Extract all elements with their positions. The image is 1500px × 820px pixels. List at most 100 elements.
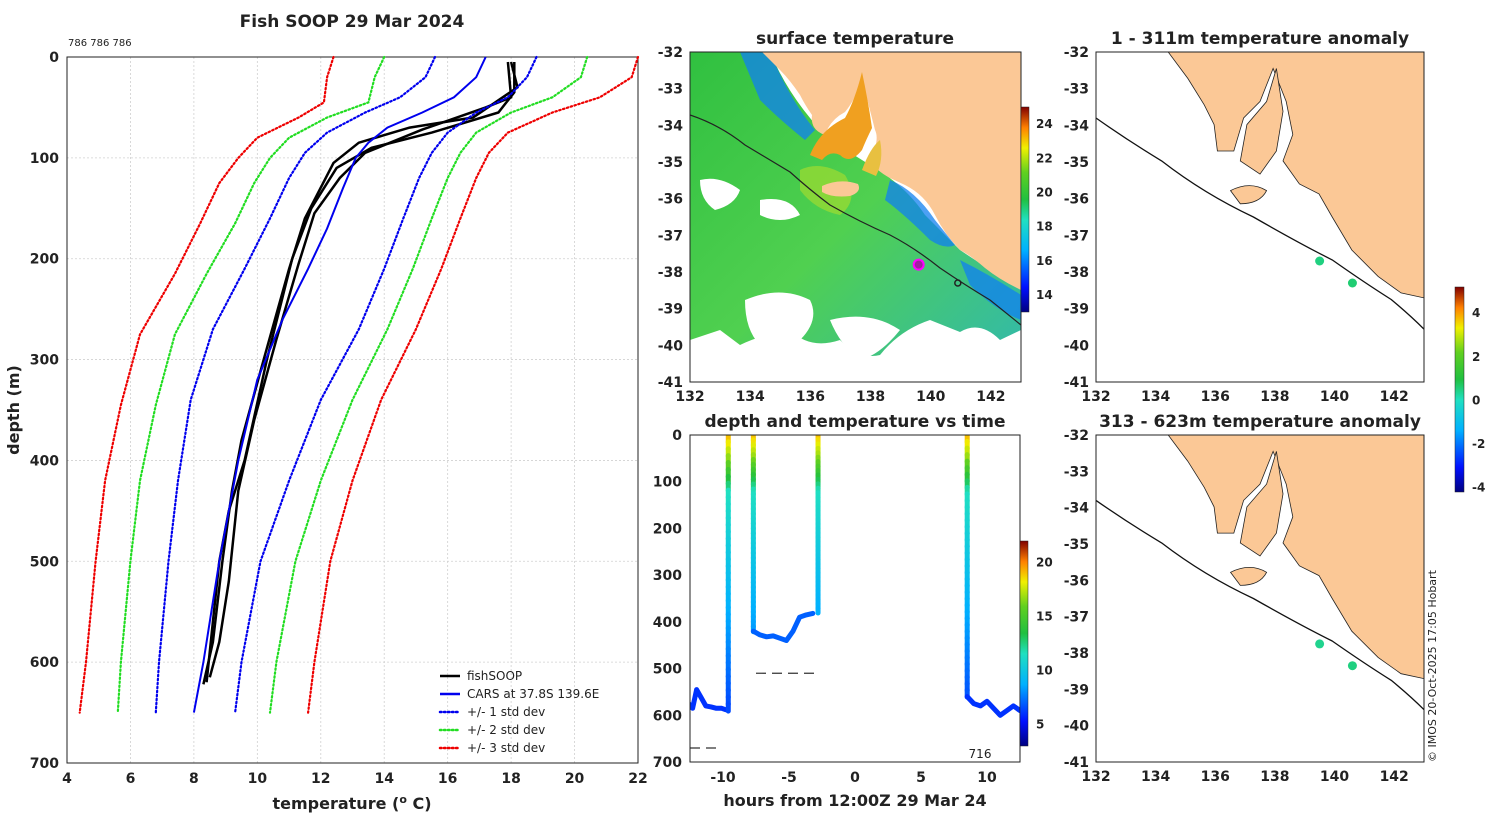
profile-xtick-label: 8 — [189, 771, 199, 787]
profile-ytick-label: 600 — [30, 655, 59, 671]
depth-track-segment — [690, 687, 729, 713]
profile-xtick-label: 16 — [438, 771, 457, 787]
fishsoop-profile-line — [202, 61, 519, 685]
legend-label: +/- 3 std dev — [467, 741, 545, 755]
anomaly-shallow-land — [1167, 52, 1424, 299]
anomaly-deep-xtick-label: 138 — [1260, 769, 1289, 785]
profile-chart: Fish SOOP 29 Mar 2024 786 786 786 4 6 8 10 1… — [4, 12, 648, 813]
anomaly-deep-title: 313 - 623m temperature anomaly — [1099, 412, 1421, 432]
profile-xtick-label: 10 — [248, 771, 268, 787]
profile-xtick-label: 20 — [565, 771, 585, 787]
anomaly-shallow-xtick-label: 138 — [1260, 389, 1289, 405]
profile-ylabel: depth (m) — [4, 365, 23, 455]
sst-map-title: surface temperature — [756, 29, 954, 49]
profile-ytick-label: 400 — [30, 453, 59, 469]
sst-colorbar-tick: 22 — [1036, 151, 1053, 165]
depth-time-colorbar-tick: 15 — [1036, 610, 1053, 624]
sst-ytick-label: -32 — [658, 45, 683, 61]
anomaly-colorbar-tick: -4 — [1472, 481, 1485, 495]
anomaly-colorbar-tick: 4 — [1472, 306, 1480, 320]
depth-time-xlabel: hours from 12:00Z 29 Mar 24 — [723, 791, 986, 810]
anomaly-shallow-ytick-label: -40 — [1064, 338, 1090, 354]
sst-yorke-peninsula — [810, 72, 872, 160]
anomaly-colorbar-tick: -2 — [1472, 437, 1485, 451]
std-dev-lower-line — [78, 55, 335, 714]
depth-time-title: depth and temperature vs time — [705, 412, 1006, 432]
anomaly-shallow-ytick-label: -35 — [1064, 155, 1089, 171]
depth-time-colorbar — [1019, 540, 1029, 747]
anomaly-shallow-xtick-label: 136 — [1201, 389, 1230, 405]
anomaly-map-deep: 313 - 623m temperature anomaly 132 134 136… — [1064, 412, 1425, 785]
anomaly-deep-xtick-label: 140 — [1320, 769, 1349, 785]
sst-xtick-label: 136 — [796, 389, 825, 405]
anomaly-deep-ytick-label: -41 — [1064, 755, 1089, 771]
anomaly-shallow-xtick-label: 142 — [1380, 389, 1409, 405]
sst-colorbar-tick: 16 — [1036, 254, 1053, 268]
profile-xtick-label: 18 — [501, 771, 520, 787]
depth-time-chart: depth and temperature vs time -10 -5 0 5 100… — [653, 412, 1053, 810]
anomaly-shallow-ytick-label: -33 — [1064, 82, 1089, 98]
depth-time-ytick-label: 300 — [653, 568, 682, 584]
anomaly-shallow-ytick-label: -34 — [1064, 118, 1090, 134]
anomaly-shallow-anomaly-point — [1347, 278, 1357, 288]
sst-xtick-label: 138 — [856, 389, 885, 405]
profile-xtick-label: 4 — [62, 771, 72, 787]
sst-map: surface temperature 132 134 136 138 140 142 -3… — [658, 29, 1053, 405]
anomaly-deep-ytick-label: -34 — [1064, 501, 1090, 517]
anomaly-deep-ytick-label: -38 — [1064, 646, 1089, 662]
sst-position-marker — [912, 258, 925, 271]
profile-ytick-label: 500 — [30, 554, 59, 570]
profile-xtick-label: 12 — [311, 771, 330, 787]
std-dev-lower-line — [116, 55, 386, 714]
sst-ytick-label: -38 — [658, 265, 683, 281]
profile-xtick-label: 14 — [374, 771, 394, 787]
depth-time-xtick-label: -10 — [710, 770, 736, 786]
anomaly-shallow-kangaroo-island — [1229, 185, 1268, 205]
profile-xtick-label: 22 — [628, 771, 647, 787]
anomaly-shallow-peninsula — [1239, 68, 1284, 175]
depth-time-xtick-label: -5 — [781, 770, 797, 786]
anomaly-deep-ytick-label: -35 — [1064, 537, 1089, 553]
sst-colorbar-tick: 20 — [1036, 185, 1053, 199]
anomaly-shallow-anomaly-point — [1315, 256, 1325, 266]
depth-time-xtick-label: 10 — [977, 770, 997, 786]
anomaly-colorbar-tick: 0 — [1472, 393, 1480, 407]
sst-ytick-label: -36 — [658, 192, 683, 208]
fishsoop-profile-line — [208, 61, 513, 678]
std-dev-upper-line — [307, 55, 640, 714]
profile-xlabel: temperature (o C) — [272, 793, 431, 813]
anomaly-deep-ytick-label: -36 — [1064, 573, 1089, 589]
depth-time-ytick-label: 100 — [653, 475, 682, 491]
anomaly-map-shallow: 1 - 311m temperature anomaly 132 134 136 13… — [1064, 29, 1425, 405]
profile-ytick-label: 300 — [30, 353, 59, 369]
depth-time-colorbar-tick: 20 — [1036, 556, 1053, 570]
legend-label: +/- 2 std dev — [467, 723, 545, 737]
anomaly-deep-ytick-label: -40 — [1064, 719, 1090, 735]
depth-time-colorbar-tick: 5 — [1036, 717, 1044, 731]
profile-xlabel-main: temperature ( — [272, 794, 399, 813]
depth-time-xtick-label: 0 — [850, 770, 860, 786]
anomaly-shallow-xtick-label: 132 — [1081, 389, 1110, 405]
profile-legend: fishSOOP CARS at 37.8S 139.6E +/- 1 std de… — [438, 669, 599, 755]
anomaly-shallow-ytick-label: -32 — [1064, 45, 1089, 61]
legend-label: CARS at 37.8S 139.6E — [467, 687, 599, 701]
sst-ytick-label: -37 — [658, 228, 683, 244]
std-dev-upper-line — [234, 55, 538, 714]
cars-mean-line — [192, 56, 487, 713]
profile-ytick-label: 700 — [30, 756, 59, 772]
depth-time-ytick-label: 400 — [653, 615, 682, 631]
depth-time-ytick-label: 700 — [653, 755, 682, 771]
sst-drop-point — [954, 279, 962, 287]
sst-xtick-label: 142 — [976, 389, 1005, 405]
depth-track-segment — [964, 694, 1020, 718]
anomaly-deep-anomaly-point — [1347, 661, 1357, 671]
legend-label: +/- 1 std dev — [467, 705, 545, 719]
depth-time-colorbar-tick: 10 — [1036, 663, 1053, 677]
anomaly-shallow-xtick-label: 140 — [1320, 389, 1349, 405]
anomaly-shallow-ytick-label: -37 — [1064, 228, 1089, 244]
sst-colorbar-tick: 18 — [1036, 220, 1053, 234]
profile-xlabel-sup: o — [399, 793, 407, 806]
profile-xlabel-unit: C) — [407, 794, 432, 813]
sst-colorbar-tick: 14 — [1036, 288, 1053, 302]
